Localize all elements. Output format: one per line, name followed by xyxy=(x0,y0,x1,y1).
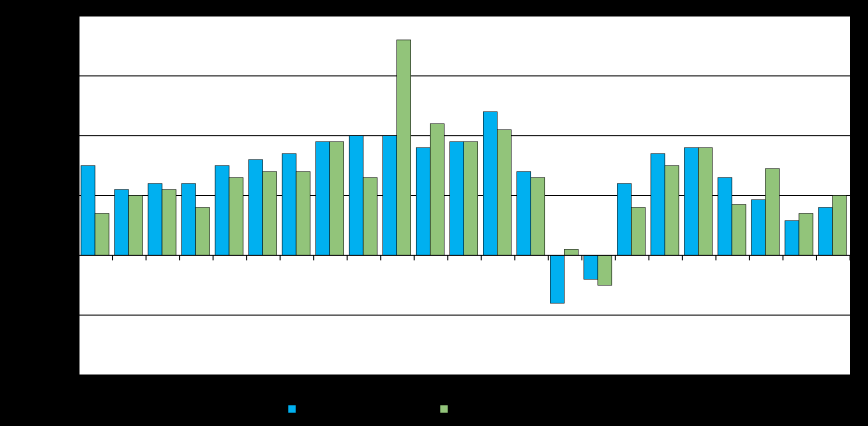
bar xyxy=(530,177,546,256)
x-tick-label: 1/06 xyxy=(352,383,376,397)
bar xyxy=(751,199,766,256)
bar xyxy=(415,147,431,256)
bar xyxy=(329,141,344,256)
bar xyxy=(516,171,532,256)
bar xyxy=(550,255,565,304)
x-tick-label: 1/11 xyxy=(688,383,711,397)
x-tick-label: 2/07 xyxy=(453,383,477,397)
legend: Koko maa Keski-Pohjanmaa xyxy=(287,402,552,416)
bar xyxy=(128,195,143,256)
x-tick-label: 1/02 xyxy=(84,383,108,397)
bar xyxy=(315,141,330,256)
legend-label: Keski-Pohjanmaa xyxy=(452,402,552,416)
y-tick-label: 20 xyxy=(52,129,66,143)
bar xyxy=(564,249,579,256)
legend-swatch xyxy=(287,404,297,414)
x-tick-label: 2/03 xyxy=(185,383,209,397)
bar xyxy=(483,111,498,256)
x-tick-label: 1/13 xyxy=(822,383,846,397)
bar xyxy=(214,165,230,256)
bar xyxy=(617,183,632,256)
x-tick-label: 1/07 xyxy=(419,383,443,397)
bar xyxy=(698,147,713,256)
bar xyxy=(784,220,800,256)
y-tick-label: -10 xyxy=(48,308,66,322)
x-tick-label: 2/10 xyxy=(654,383,678,397)
bar xyxy=(228,177,244,256)
bar xyxy=(449,141,464,256)
x-tick-labels: 1/02 2/02 1/03 2/03 1/04 2/04 1/05 2/05 1/06 2/06… xyxy=(78,255,851,397)
bar xyxy=(631,207,646,256)
x-tick-label: 2/11 xyxy=(721,383,744,397)
bar xyxy=(396,39,411,256)
bar xyxy=(583,255,599,280)
legend-label: Koko maa xyxy=(300,402,358,416)
bar xyxy=(161,189,177,256)
bar xyxy=(195,207,210,256)
bar xyxy=(597,255,613,286)
x-tick-label: 2/05 xyxy=(319,383,343,397)
x-tick-label: 2/09 xyxy=(587,383,611,397)
bar xyxy=(429,123,445,256)
bar xyxy=(262,171,277,256)
bar xyxy=(664,165,680,256)
bar xyxy=(818,207,833,256)
bar xyxy=(717,177,733,256)
y-tick-label: 40 xyxy=(52,9,66,23)
bar xyxy=(650,153,666,256)
bar xyxy=(684,147,699,256)
y-tick-label: 10 xyxy=(52,189,66,203)
bar xyxy=(248,159,263,256)
x-tick-label: 1/05 xyxy=(285,383,309,397)
bar xyxy=(463,141,478,256)
y-tick-label: 30 xyxy=(52,69,66,83)
bar xyxy=(181,183,196,256)
legend-swatch xyxy=(439,404,449,414)
x-tick-label: 2/02 xyxy=(118,383,142,397)
x-tick-label: 1/03 xyxy=(151,383,175,397)
bar xyxy=(382,135,397,256)
bar xyxy=(348,135,364,256)
y-axis-label: Saldoluku, % xyxy=(25,160,39,230)
bar xyxy=(295,171,311,256)
bar xyxy=(362,177,378,256)
x-tick-label: 1/08 xyxy=(486,383,510,397)
x-tick-label: 2/12 xyxy=(788,383,812,397)
bar xyxy=(798,213,814,256)
x-tick-label: 1/09 xyxy=(553,383,577,397)
x-tick-label: 1/04 xyxy=(218,383,242,397)
bar xyxy=(80,165,96,256)
bar xyxy=(497,129,512,256)
y-tick-labels: -20 -10 0 10 20 30 40 xyxy=(48,9,66,382)
bar xyxy=(731,204,747,256)
y-tick-label: 0 xyxy=(58,248,65,262)
bars xyxy=(80,39,847,304)
bar xyxy=(147,183,163,256)
y-tick-label: -20 xyxy=(48,368,66,382)
bar xyxy=(281,153,297,256)
x-tick-label: 1/10 xyxy=(620,383,644,397)
x-tick-label: 2/04 xyxy=(252,383,276,397)
x-tick-label: 2/06 xyxy=(386,383,410,397)
x-tick-label: 2/08 xyxy=(520,383,544,397)
bar xyxy=(832,195,847,256)
x-tick-label: 1/12 xyxy=(755,383,779,397)
bar xyxy=(765,168,780,256)
bar xyxy=(114,189,129,256)
bar xyxy=(94,213,110,256)
